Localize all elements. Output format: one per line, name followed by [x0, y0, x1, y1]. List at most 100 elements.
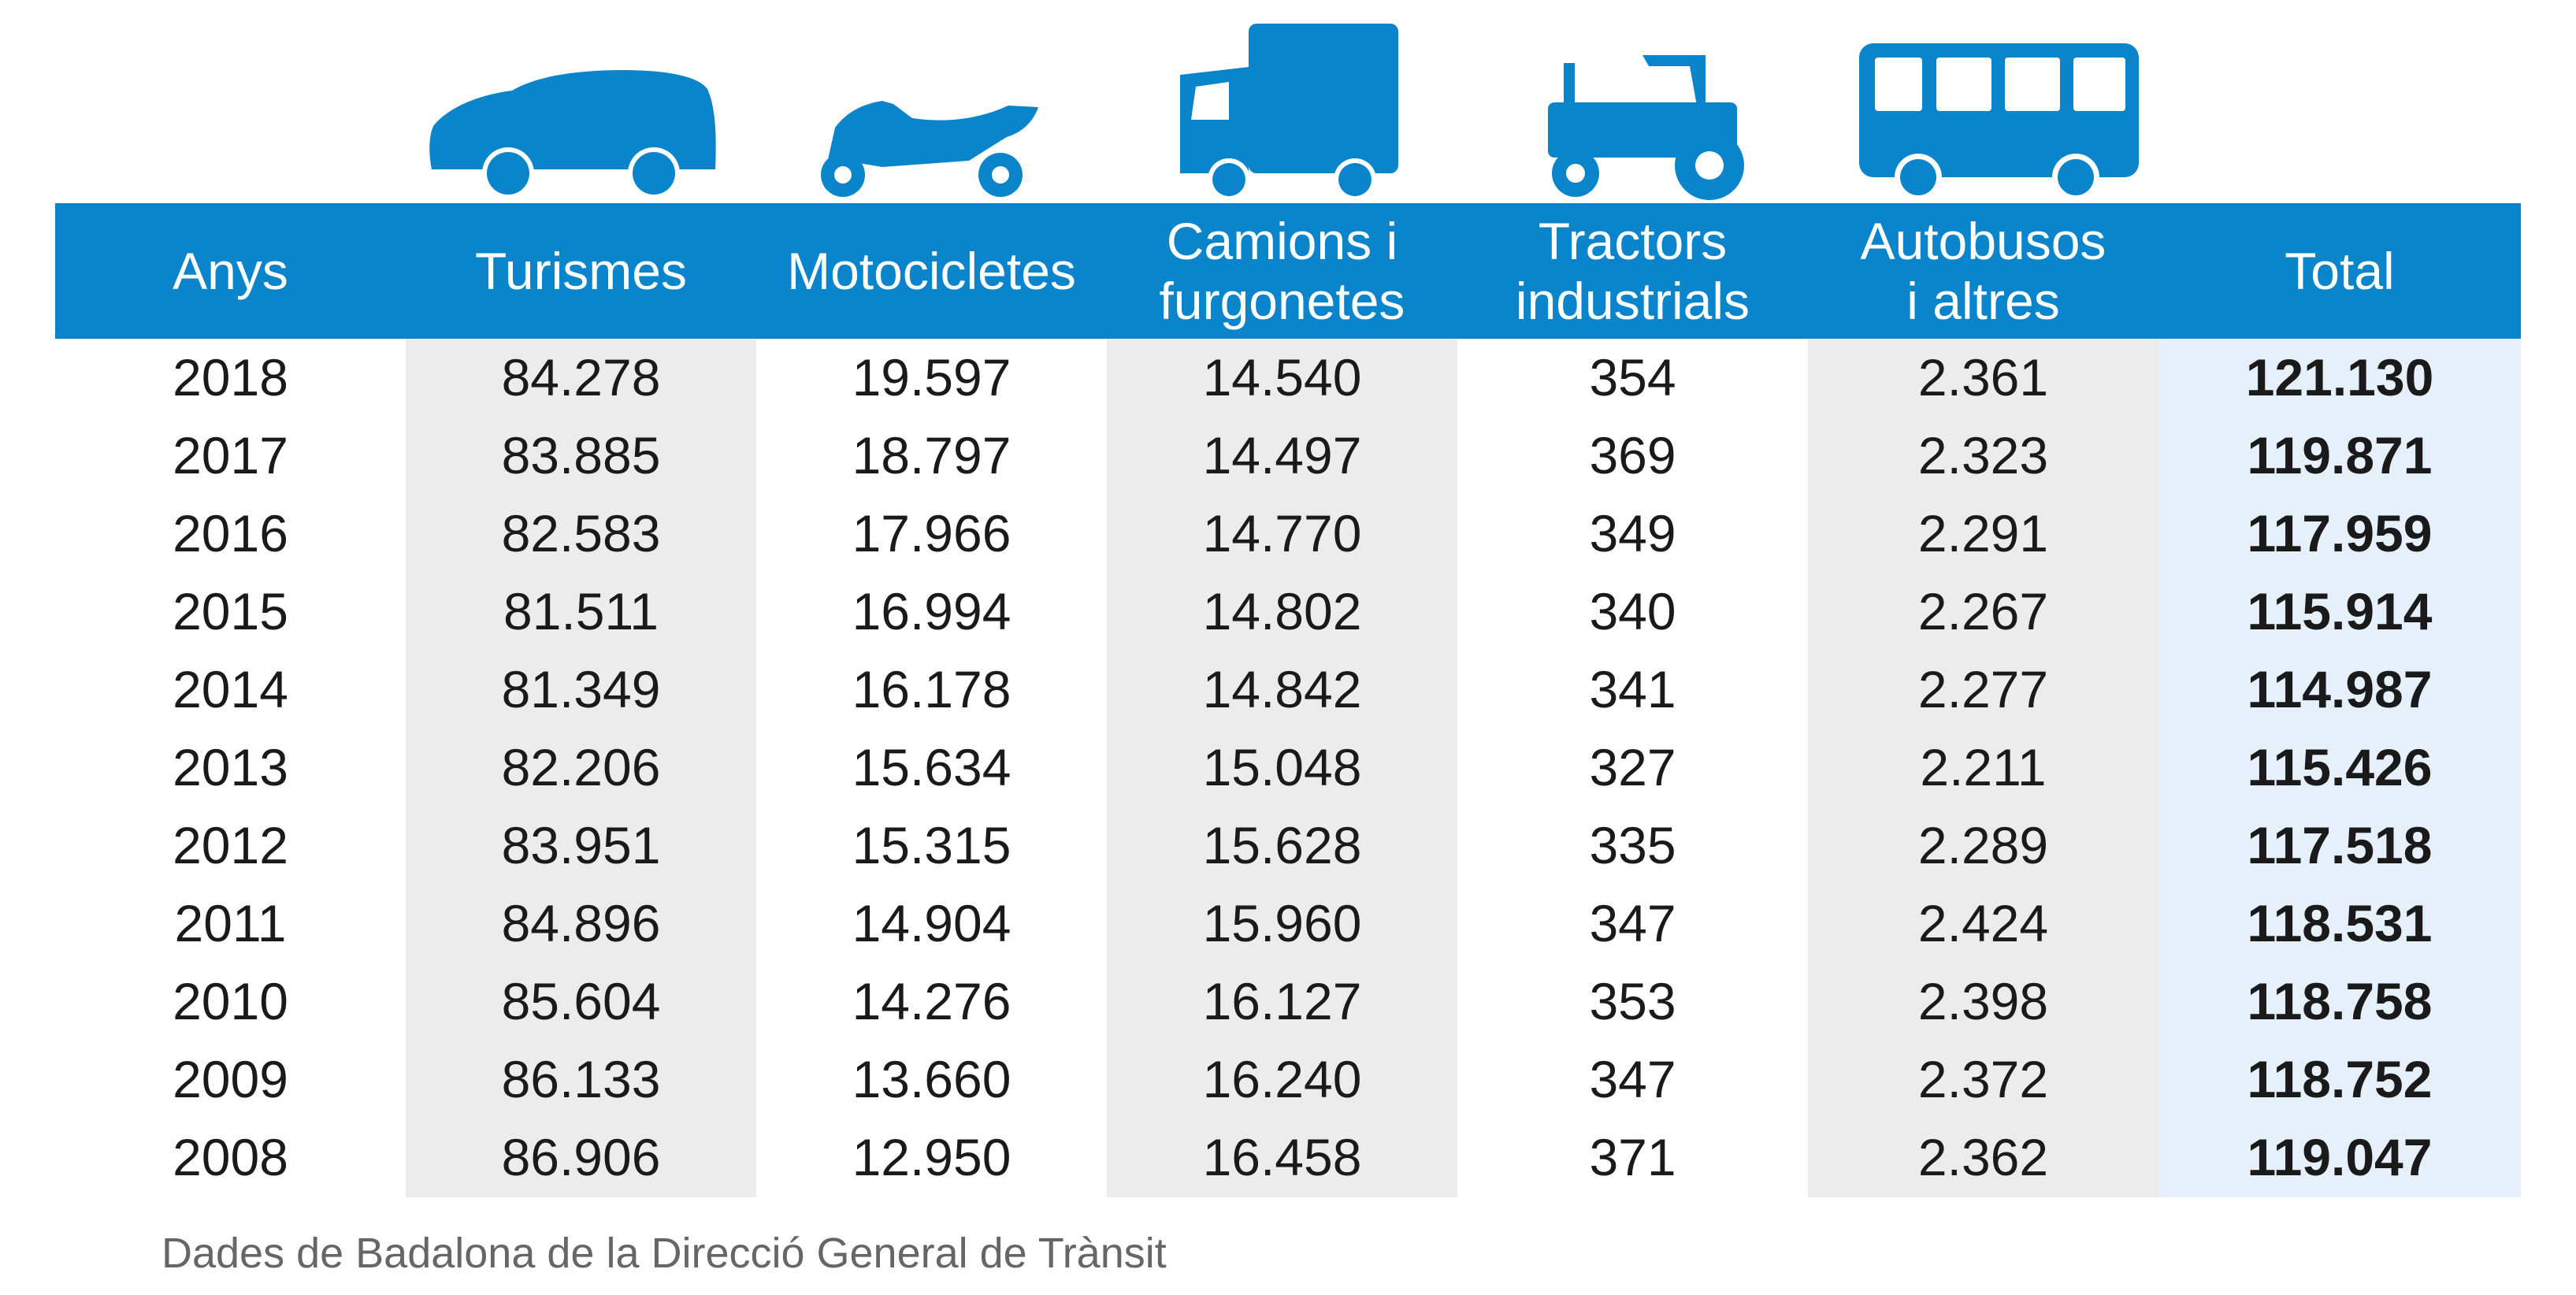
table-row: 2017 83.885 18.797 14.497 369 2.323 119.871	[55, 417, 2521, 495]
col-header-cars: Turismes	[475, 242, 687, 300]
cell-cars: 85.604	[501, 972, 661, 1030]
cell-tractors: 347	[1589, 894, 1676, 952]
cell-year: 2010	[173, 972, 288, 1030]
cell-buses-other: 2.291	[1917, 504, 2049, 562]
cell-motorcycles: 16.178	[852, 660, 1011, 718]
cell-cars: 84.896	[501, 894, 661, 952]
cell-year: 2015	[173, 582, 288, 640]
cell-cars: 81.349	[501, 660, 661, 718]
cell-year: 2008	[173, 1128, 288, 1186]
cell-buses-other: 2.277	[1917, 660, 2049, 718]
cell-year: 2013	[173, 738, 288, 796]
table-row: 2011 84.896 14.904 15.960 347 2.424 118.531	[55, 885, 2521, 963]
cell-trucks-vans: 14.497	[1202, 426, 1362, 484]
table-row: 2009 86.133 13.660 16.240 347 2.372 118.752	[55, 1041, 2521, 1119]
cell-buses-other: 2.289	[1917, 816, 2049, 874]
cell-tractors: 327	[1589, 738, 1676, 796]
cell-year: 2009	[173, 1050, 288, 1108]
col-header-trucks-vans: Camions i furgonetes	[1159, 212, 1405, 330]
cell-tractors: 341	[1589, 660, 1676, 718]
table-header: Anys Turismes Motocicletes Camions i furg…	[55, 203, 2521, 339]
table-row: 2010 85.604 14.276 16.127 353 2.398 118.758	[55, 963, 2521, 1041]
cell-total: 115.914	[2247, 582, 2433, 640]
cell-trucks-vans: 15.048	[1202, 738, 1362, 796]
cell-buses-other: 2.398	[1917, 972, 2049, 1030]
cell-buses-other: 2.372	[1917, 1050, 2049, 1108]
table-row: 2016 82.583 17.966 14.770 349 2.291 117.959	[55, 495, 2521, 573]
cell-motorcycles: 14.276	[852, 972, 1011, 1030]
cell-trucks-vans: 14.540	[1202, 348, 1362, 406]
cell-year: 2017	[173, 426, 288, 484]
cell-tractors: 371	[1589, 1128, 1676, 1186]
table-row: 2013 82.206 15.634 15.048 327 2.211 115.426	[55, 729, 2521, 807]
col-header-buses: Autobusos i altres	[1860, 212, 2106, 330]
cell-total: 117.959	[2247, 504, 2433, 562]
cell-cars: 83.951	[501, 816, 661, 874]
column-shade-trucks	[1107, 339, 1457, 1197]
cell-trucks-vans: 14.842	[1202, 660, 1362, 718]
cell-buses-other: 2.211	[1920, 738, 2047, 796]
cell-total: 119.871	[2247, 426, 2433, 484]
vehicle-table: Anys Turismes Motocicletes Camions i furg…	[55, 0, 2521, 1213]
table-row: 2018 84.278 19.597 14.540 354 2.361 121.130	[55, 339, 2521, 417]
cell-tractors: 335	[1589, 816, 1676, 874]
cell-year: 2018	[173, 348, 288, 406]
cell-motorcycles: 17.966	[852, 504, 1011, 562]
table-row: 2014 81.349 16.178 14.842 341 2.277 114.987	[55, 651, 2521, 729]
cell-total: 114.987	[2247, 660, 2433, 718]
cell-total: 118.758	[2247, 972, 2433, 1030]
table-row: 2008 86.906 12.950 16.458 371 2.362 119.047	[55, 1119, 2521, 1197]
cell-year: 2011	[174, 894, 287, 952]
cell-buses-other: 2.323	[1917, 426, 2049, 484]
column-shade-total	[2158, 339, 2521, 1197]
cell-trucks-vans: 15.628	[1202, 816, 1362, 874]
cell-cars: 86.906	[501, 1128, 661, 1186]
cell-total: 119.047	[2247, 1128, 2433, 1186]
cell-trucks-vans: 16.240	[1202, 1050, 1362, 1108]
cell-motorcycles: 15.315	[852, 816, 1011, 874]
truck-icon	[1180, 24, 1398, 201]
cell-tractors: 340	[1589, 582, 1676, 640]
cell-trucks-vans: 16.458	[1202, 1128, 1362, 1186]
cell-buses-other: 2.267	[1917, 582, 2049, 640]
cell-total: 118.531	[2247, 894, 2433, 952]
col-header-motorcycles: Motocicletes	[787, 242, 1076, 300]
column-shade-buses	[1808, 339, 2158, 1197]
cell-trucks-vans: 14.802	[1202, 582, 1362, 640]
cell-motorcycles: 12.950	[852, 1128, 1011, 1186]
tractor-icon	[1548, 55, 1744, 200]
table-row: 2012 83.951 15.315 15.628 335 2.289 117.518	[55, 807, 2521, 885]
cell-cars: 82.206	[501, 738, 661, 796]
col-header-total: Total	[2285, 242, 2395, 300]
motorcycle-icon	[821, 101, 1038, 197]
cell-total: 118.752	[2247, 1050, 2433, 1108]
cell-motorcycles: 19.597	[852, 348, 1011, 406]
cell-year: 2012	[173, 816, 288, 874]
cell-total: 117.518	[2247, 816, 2433, 874]
cell-buses-other: 2.424	[1917, 894, 2049, 952]
cell-year: 2016	[173, 504, 288, 562]
car-icon	[429, 70, 716, 199]
cell-cars: 84.278	[501, 348, 661, 406]
cell-motorcycles: 13.660	[852, 1050, 1011, 1108]
cell-total: 121.130	[2245, 348, 2434, 406]
cell-tractors: 349	[1589, 504, 1676, 562]
table-body: 2018 84.278 19.597 14.540 354 2.361 121.130 201…	[55, 339, 2521, 1197]
bus-icon	[1859, 43, 2139, 201]
cell-tractors: 347	[1589, 1050, 1676, 1108]
cell-cars: 82.583	[501, 504, 661, 562]
cell-cars: 83.885	[501, 426, 661, 484]
column-shade-cars	[406, 339, 756, 1197]
icon-row	[55, 0, 2521, 203]
col-header-year: Anys	[173, 242, 288, 300]
cell-cars: 86.133	[501, 1050, 661, 1108]
cell-cars: 81.511	[503, 582, 659, 640]
col-header-tractors: Tractors industrials	[1515, 212, 1750, 330]
cell-motorcycles: 15.634	[852, 738, 1011, 796]
cell-trucks-vans: 14.770	[1202, 504, 1362, 562]
cell-buses-other: 2.362	[1917, 1128, 2049, 1186]
cell-tractors: 369	[1589, 426, 1676, 484]
cell-buses-other: 2.361	[1917, 348, 2049, 406]
cell-motorcycles: 18.797	[852, 426, 1011, 484]
cell-tractors: 354	[1589, 348, 1676, 406]
